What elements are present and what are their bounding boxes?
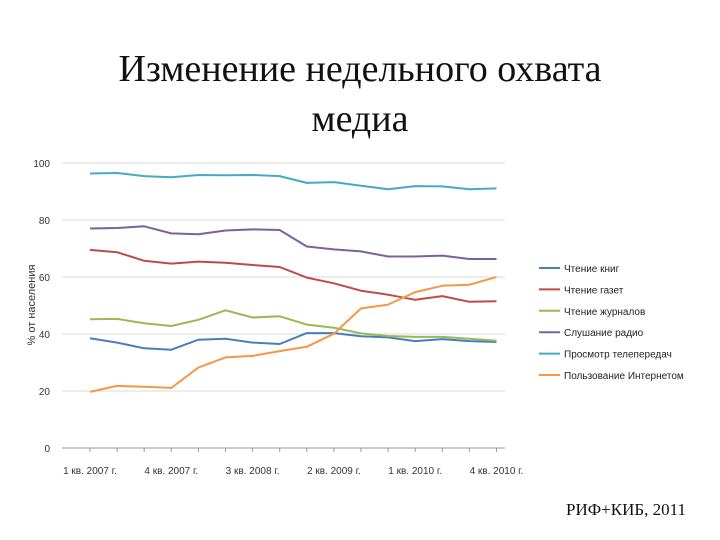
x-tick-label: 4 кв. 2010 г. <box>470 466 524 477</box>
legend: Чтение книг Чтение газет Чтение журналов Сл… <box>539 264 684 382</box>
x-tick-label: 3 кв. 2008 г. <box>226 466 280 477</box>
legend-label: Чтение газет <box>564 285 624 296</box>
series-line-3 <box>89 309 497 342</box>
series-line-4 <box>89 225 497 260</box>
series-lines <box>89 172 497 393</box>
x-axis-tick-labels: 1 кв. 2007 г. 4 кв. 2007 г. 3 кв. 2008 г. 2… <box>63 466 523 477</box>
y-tick-label: 80 <box>39 216 51 227</box>
y-axis-label: % от населения <box>26 264 38 345</box>
title-line-1: Изменение недельного охвата <box>118 48 602 90</box>
y-tick-label: 100 <box>33 159 50 170</box>
series-line-5 <box>89 172 497 191</box>
title-line-2: медиа <box>311 98 409 140</box>
y-tick-label: 0 <box>44 444 50 455</box>
legend-label: Просмотр телепередач <box>564 350 672 361</box>
legend-label: Пользование Интернетом <box>564 371 684 382</box>
slide-title: Изменение недельного охвата медиа <box>40 44 680 144</box>
legend-label: Слушание радио <box>564 328 644 339</box>
series-line-6 <box>89 276 497 393</box>
y-tick-label: 60 <box>39 273 51 284</box>
legend-label: Чтение журналов <box>564 307 645 318</box>
y-tick-label: 40 <box>39 330 51 341</box>
legend-label: Чтение книг <box>564 264 620 275</box>
series-line-1 <box>89 332 497 351</box>
x-tick-label: 2 кв. 2009 г. <box>307 466 361 477</box>
y-axis-tick-labels: 0 20 40 60 80 100 <box>33 159 50 455</box>
x-tick-label: 1 кв. 2007 г. <box>63 466 117 477</box>
source-note: РИФ+КИБ, 2011 <box>566 500 686 519</box>
gridlines <box>62 162 505 452</box>
x-tick-label: 1 кв. 2010 г. <box>388 466 442 477</box>
series-line-2 <box>89 248 497 303</box>
y-tick-label: 20 <box>39 387 51 398</box>
x-tick-label: 4 кв. 2007 г. <box>144 466 198 477</box>
